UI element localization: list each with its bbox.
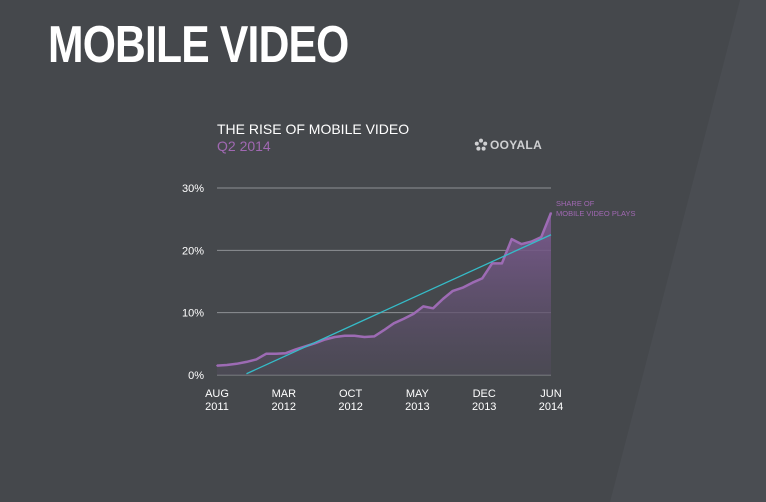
data-point [471, 281, 474, 284]
data-point [520, 243, 523, 245]
series-annotation: MOBILE VIDEO PLAYS [556, 209, 635, 218]
data-point [402, 318, 405, 320]
data-point [255, 358, 258, 361]
data-point [412, 313, 415, 315]
x-tick-month: AUG [205, 388, 229, 400]
x-tick-year: 2013 [472, 401, 496, 413]
data-point [226, 364, 228, 366]
trend-line [246, 234, 552, 375]
flower-icon [474, 138, 488, 151]
y-tick-label: 0% [188, 370, 204, 382]
data-point [501, 262, 503, 265]
y-tick-label: 20% [182, 245, 204, 257]
x-tick-year: 2013 [405, 401, 429, 413]
data-point [373, 335, 376, 338]
data-point [452, 290, 454, 292]
data-point [275, 353, 277, 355]
x-tick-year: 2012 [272, 401, 296, 413]
data-point [285, 352, 287, 355]
x-tick-month: DEC [473, 388, 496, 400]
data-point [393, 322, 395, 325]
data-point [363, 336, 366, 338]
data-point [491, 262, 493, 265]
brand-logo: OOYALA [474, 138, 542, 152]
data-point [334, 336, 336, 338]
data-point [530, 240, 533, 243]
y-tick-label: 10% [182, 308, 204, 320]
chart-title: THE RISE OF MOBILE VIDEO [217, 121, 410, 137]
data-point [294, 348, 297, 351]
slide-title: MOBILE VIDEO [48, 16, 349, 74]
brand-name: OOYALA [490, 138, 543, 152]
data-point [481, 277, 484, 280]
data-point [422, 305, 425, 308]
data-point [245, 361, 248, 363]
data-point [550, 212, 552, 214]
x-tick-year: 2012 [338, 401, 362, 413]
data-point [461, 286, 464, 289]
data-point [432, 307, 434, 310]
series-area [217, 212, 551, 375]
x-tick-month: MAY [406, 388, 430, 400]
data-point [324, 338, 326, 341]
data-point [510, 238, 513, 240]
x-tick-year: 2014 [539, 401, 563, 413]
data-point [540, 236, 542, 238]
y-tick-label: 30% [182, 183, 204, 195]
data-point [353, 334, 356, 337]
x-tick-month: OCT [339, 388, 363, 400]
series-annotation: SHARE OF [556, 199, 595, 208]
chart-subtitle: Q2 2014 [217, 138, 271, 154]
data-point [216, 364, 218, 367]
x-tick-year: 2011 [205, 401, 229, 413]
data-point [383, 329, 385, 331]
data-point [343, 334, 346, 337]
data-point [442, 298, 444, 300]
x-tick-month: MAR [272, 388, 297, 400]
data-point [265, 353, 267, 355]
x-tick-month: JUN [540, 388, 561, 400]
data-point [235, 363, 238, 365]
